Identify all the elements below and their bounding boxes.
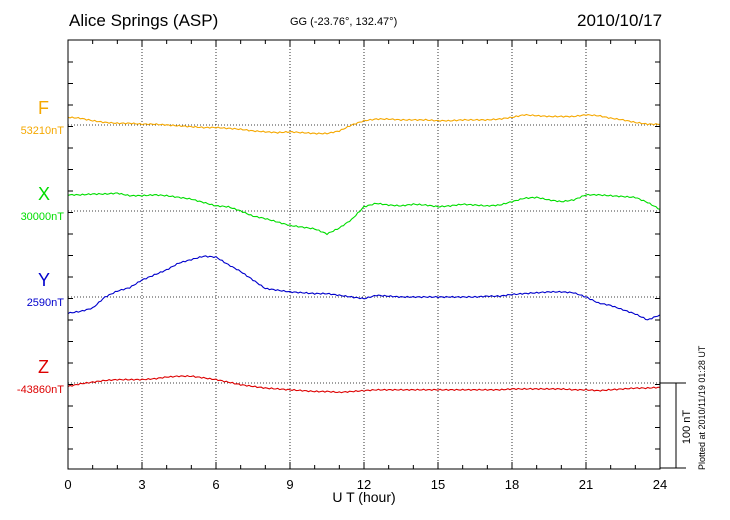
x-tick-label: 9 <box>286 477 293 492</box>
component-letter-z: Z <box>38 357 49 377</box>
x-tick-label: 15 <box>431 477 445 492</box>
x-tick-label: 21 <box>579 477 593 492</box>
plot-frame <box>67 39 661 470</box>
series-line-z <box>67 374 660 394</box>
scale-bar <box>660 382 686 469</box>
station-coordinates: GG (-23.76°, 132.47°) <box>290 16 398 28</box>
component-letter-x: X <box>38 184 51 204</box>
x-tick-labels: 0 3 6 9 12 15 18 21 24 <box>64 477 667 492</box>
x-tick-label: 0 <box>64 477 71 492</box>
date-label: 2010/10/17 <box>577 11 663 30</box>
x-tick-label: 18 <box>505 477 519 492</box>
series-line-y <box>67 255 661 321</box>
scale-bar-label: 100 nT <box>681 410 693 445</box>
component-baseline-y: 2590nT <box>26 297 64 309</box>
axis-ticks <box>67 40 661 469</box>
station-title: Alice Springs (ASP) <box>69 11 219 30</box>
component-letter-f: F <box>38 98 49 118</box>
plotted-timestamp: Plotted at 2010/11/19 01:28 UT <box>697 345 707 470</box>
component-baseline-x: 30000nT <box>20 211 64 223</box>
x-tick-label: 3 <box>138 477 145 492</box>
grid <box>68 40 660 469</box>
x-tick-label: 12 <box>357 477 371 492</box>
component-baseline-z: -43860nT <box>16 384 64 396</box>
series-layer <box>67 113 661 394</box>
x-axis-label: U T (hour) <box>332 489 395 505</box>
series-line-f <box>67 113 661 135</box>
x-tick-label: 6 <box>212 477 219 492</box>
component-baseline-f: 53210nT <box>20 125 64 137</box>
x-tick-label: 24 <box>653 477 667 492</box>
series-line-x <box>67 192 661 236</box>
component-letter-y: Y <box>38 270 51 290</box>
